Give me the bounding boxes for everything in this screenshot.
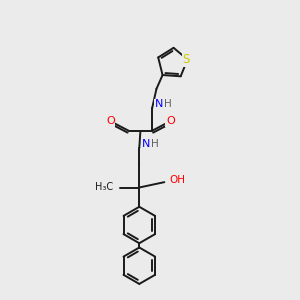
Text: O: O (166, 116, 175, 126)
Text: S: S (183, 53, 190, 66)
Text: O: O (106, 116, 115, 126)
Text: N: N (142, 139, 150, 149)
Text: OH: OH (169, 175, 185, 184)
Text: N: N (154, 99, 163, 110)
Text: H: H (151, 139, 159, 149)
Text: H₃C: H₃C (95, 182, 113, 193)
Text: H: H (164, 99, 171, 110)
